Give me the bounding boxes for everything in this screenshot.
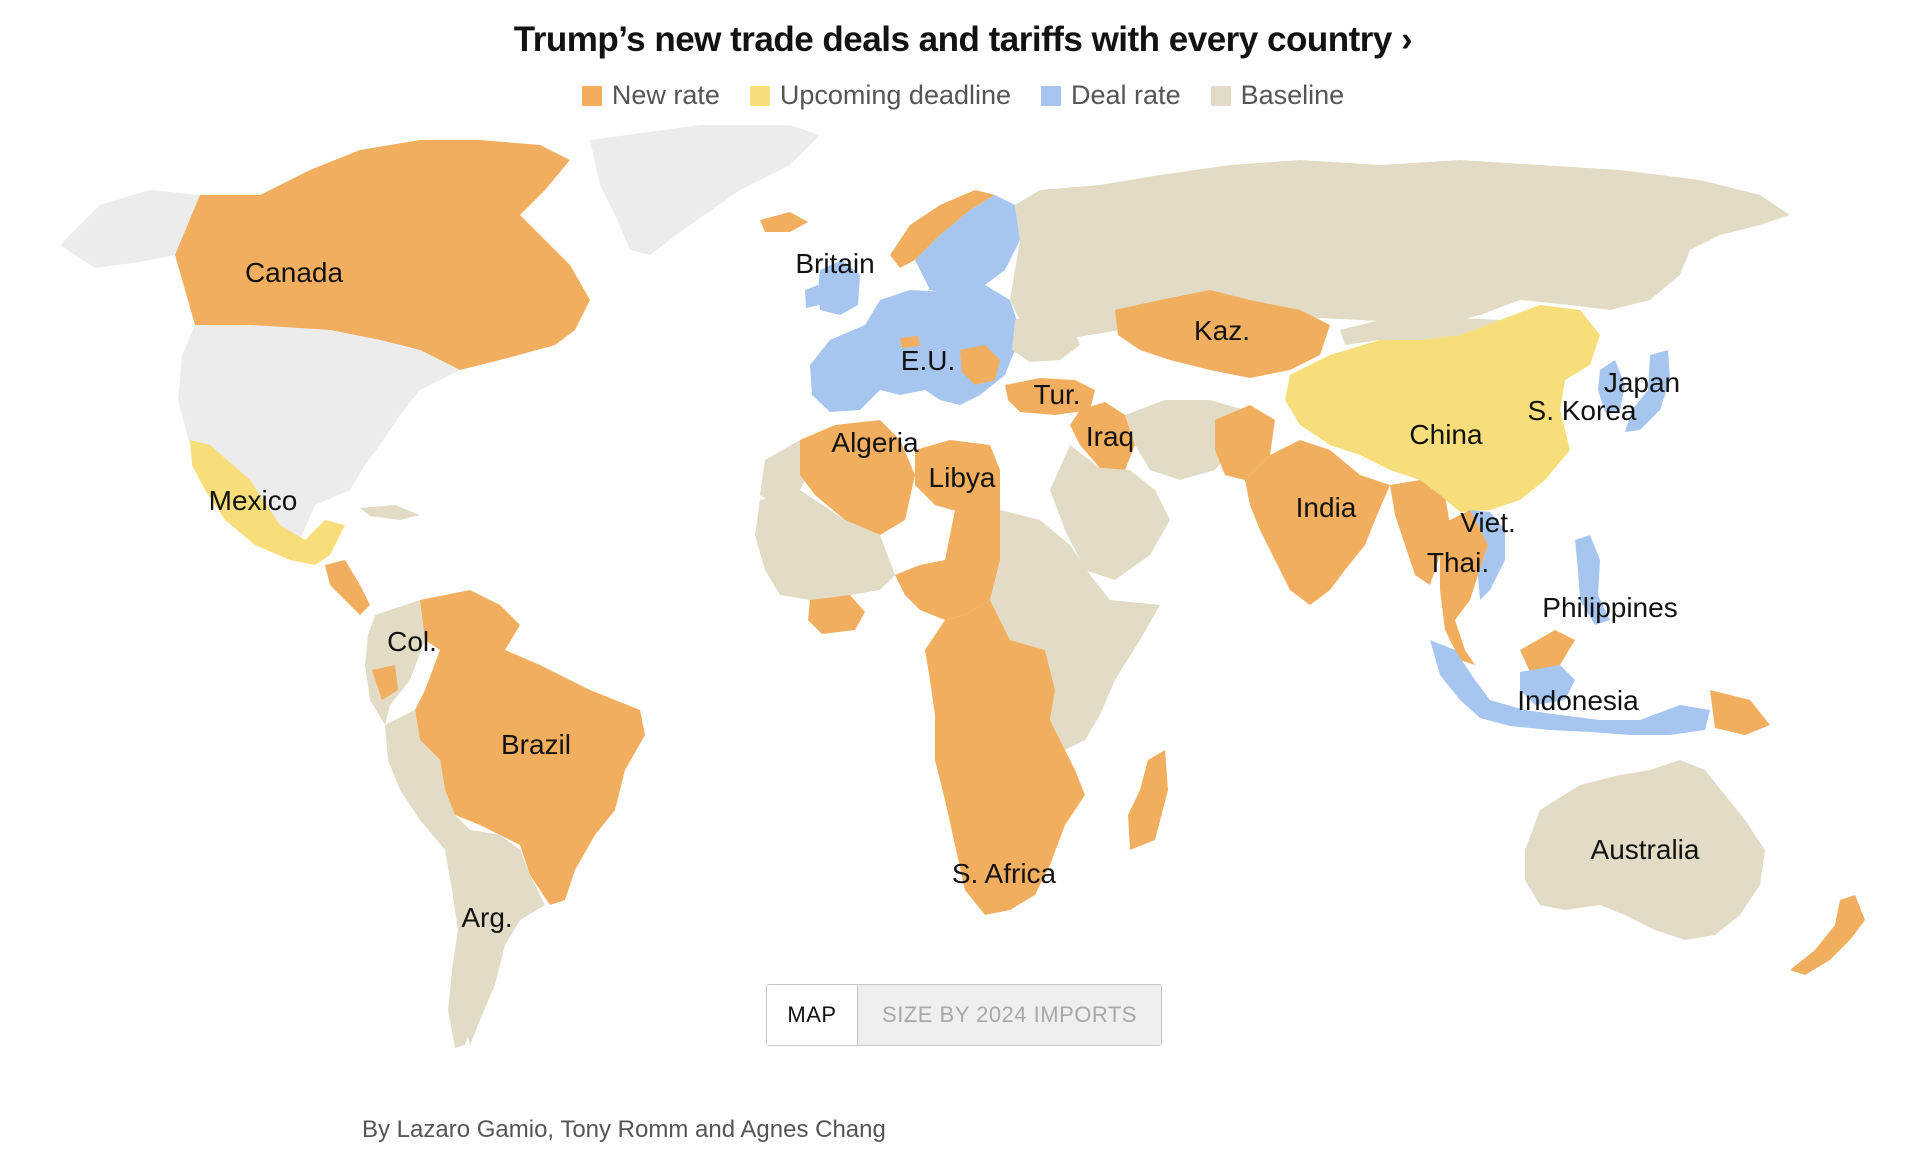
- country-china[interactable]: [1285, 305, 1600, 512]
- legend-swatch-upcoming-deadline: [749, 85, 770, 106]
- legend-item-deal-rate: Deal rate: [1041, 80, 1181, 111]
- country-west-africa[interactable]: [755, 490, 895, 600]
- country-brazil[interactable]: [415, 650, 645, 905]
- map-label-algeria: Algeria: [831, 427, 919, 458]
- map-label-brazil: Brazil: [501, 729, 571, 760]
- country-malaysia[interactable]: [1520, 630, 1575, 672]
- map-label-arg: Arg.: [461, 902, 512, 933]
- country-new-zealand[interactable]: [1790, 895, 1865, 975]
- page-title[interactable]: Trump’s new trade deals and tariffs with…: [513, 20, 1413, 59]
- country-greenland[interactable]: [590, 125, 820, 255]
- country-ghana-ivory[interactable]: [808, 595, 865, 634]
- view-toggle: MAP SIZE BY 2024 IMPORTS: [766, 984, 1162, 1046]
- country-balkans[interactable]: [960, 345, 1000, 385]
- legend-item-upcoming-deadline: Upcoming deadline: [749, 80, 1012, 111]
- country-madagascar[interactable]: [1128, 750, 1168, 850]
- country-kazakhstan[interactable]: [1115, 290, 1330, 378]
- country-alaska[interactable]: [60, 190, 200, 268]
- country-algeria[interactable]: [800, 420, 915, 535]
- country-vietnam[interactable]: [1470, 510, 1505, 600]
- legend-swatch-deal-rate: [1041, 85, 1062, 106]
- country-canada[interactable]: [175, 140, 590, 370]
- map-label-canada: Canada: [245, 257, 344, 288]
- country-japan[interactable]: [1625, 350, 1670, 432]
- country-pakistan[interactable]: [1215, 405, 1275, 480]
- map-label-iraq: Iraq: [1086, 421, 1134, 452]
- legend-label-upcoming-deadline: Upcoming deadline: [779, 80, 1012, 110]
- map-label-mexico: Mexico: [209, 485, 298, 516]
- legend-item-baseline: Baseline: [1210, 80, 1345, 111]
- country-switzerland[interactable]: [900, 336, 920, 348]
- map-label-thai: Thai.: [1427, 547, 1489, 578]
- legend-swatch-new-rate: [581, 85, 602, 106]
- legend: New rate Upcoming deadline Deal rate Bas…: [0, 80, 1926, 111]
- country-ecuador[interactable]: [372, 665, 398, 700]
- country-iceland[interactable]: [760, 212, 808, 232]
- country-eu[interactable]: [810, 285, 1020, 412]
- world-map: Canada Britain E.U. Kaz. Tur. Japan S. K…: [60, 125, 1865, 1048]
- map-label-britain: Britain: [795, 248, 874, 279]
- country-philippines[interactable]: [1575, 535, 1610, 625]
- country-argentina[interactable]: [460, 830, 545, 1045]
- map-label-tur: Tur.: [1033, 379, 1080, 410]
- country-thailand-laos[interactable]: [1440, 510, 1488, 665]
- map-label-china: China: [1409, 419, 1483, 450]
- country-cuba[interactable]: [360, 505, 420, 520]
- country-central-southern-africa[interactable]: [925, 600, 1085, 915]
- country-iraq[interactable]: [1070, 402, 1135, 470]
- byline: By Lazaro Gamio, Tony Romm and Agnes Cha…: [362, 1116, 886, 1143]
- country-bangladesh-myanmar[interactable]: [1390, 480, 1450, 585]
- country-ukraine-belarus[interactable]: [1012, 310, 1080, 362]
- map-label-japan: Japan: [1604, 367, 1680, 398]
- map-label-australia: Australia: [1591, 834, 1700, 865]
- country-norway[interactable]: [890, 190, 995, 268]
- legend-label-new-rate: New rate: [611, 80, 720, 110]
- country-borneo[interactable]: [1520, 665, 1575, 705]
- country-ireland[interactable]: [805, 285, 820, 308]
- country-korea[interactable]: [1598, 360, 1625, 412]
- map-label-col: Col.: [387, 626, 437, 657]
- map-label-indonesia: Indonesia: [1517, 685, 1639, 716]
- legend-item-new-rate: New rate: [581, 80, 720, 111]
- legend-label-baseline: Baseline: [1240, 80, 1345, 110]
- country-middle-east[interactable]: [1050, 445, 1170, 580]
- country-indonesia[interactable]: [1430, 640, 1710, 735]
- map-label-eu: E.U.: [901, 345, 955, 376]
- country-mexico[interactable]: [190, 440, 345, 565]
- map-label-kaz: Kaz.: [1194, 315, 1250, 346]
- map-label-india: India: [1296, 492, 1357, 523]
- country-sweden-finland[interactable]: [915, 195, 1020, 295]
- country-australia[interactable]: [1525, 760, 1765, 940]
- legend-swatch-baseline: [1210, 85, 1231, 106]
- map-label-philippines: Philippines: [1542, 592, 1677, 623]
- country-colombia-andes[interactable]: [365, 600, 425, 725]
- country-venezuela[interactable]: [420, 590, 520, 655]
- country-central-america[interactable]: [325, 560, 370, 615]
- country-britain[interactable]: [818, 260, 860, 315]
- map-label-viet: Viet.: [1460, 507, 1516, 538]
- country-turkey[interactable]: [1005, 378, 1095, 415]
- map-label-skorea: S. Korea: [1528, 395, 1637, 426]
- map-label-libya: Libya: [929, 462, 996, 493]
- country-libya[interactable]: [915, 440, 1000, 515]
- map-label-safrica: S. Africa: [952, 858, 1057, 889]
- size-by-imports-button[interactable]: SIZE BY 2024 IMPORTS: [858, 985, 1161, 1045]
- country-india[interactable]: [1245, 440, 1390, 605]
- country-east-africa[interactable]: [990, 510, 1160, 750]
- map-view-button[interactable]: MAP: [767, 985, 858, 1045]
- country-chad-nigeria[interactable]: [895, 510, 1000, 620]
- legend-label-deal-rate: Deal rate: [1071, 80, 1181, 110]
- country-png[interactable]: [1710, 690, 1770, 735]
- country-mongolia[interactable]: [1340, 315, 1500, 345]
